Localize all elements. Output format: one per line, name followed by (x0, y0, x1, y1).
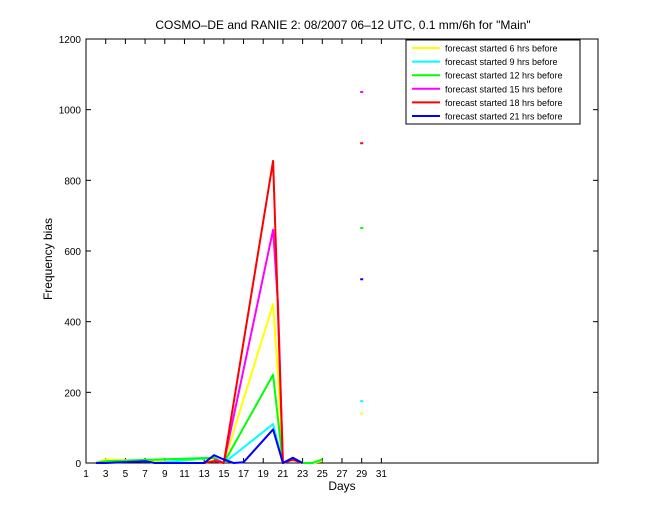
series-layer (95, 91, 364, 464)
x-tick-label: 15 (218, 469, 230, 480)
x-tick-label: 21 (277, 469, 289, 480)
x-axis-label: Days (328, 479, 355, 493)
axis-ticks: 1 3 5 7 9 11 13 15 17 19 21 23 25 27 29 310200400600800… (59, 35, 598, 480)
x-tick-label: 31 (376, 469, 388, 480)
y-tick-label: 400 (64, 318, 81, 329)
series-line (95, 373, 323, 464)
x-tick-label: 13 (199, 469, 211, 480)
x-tick-label: 29 (356, 469, 368, 480)
series-line (95, 428, 304, 464)
legend-label: forecast started 12 hrs before (445, 71, 563, 81)
legend-label: forecast started 15 hrs before (445, 84, 563, 94)
y-axis-label: Frequency bias (41, 218, 55, 300)
legend-label: forecast started 18 hrs before (445, 98, 563, 108)
y-tick-label: 1200 (59, 35, 82, 46)
series-line (204, 159, 303, 464)
y-tick-label: 0 (75, 459, 81, 470)
legend-label: forecast started 6 hrs before (445, 44, 558, 54)
x-tick-label: 25 (317, 469, 329, 480)
x-tick-label: 23 (297, 469, 309, 480)
y-tick-label: 200 (64, 388, 81, 399)
x-tick-label: 3 (103, 469, 109, 480)
legend-label: forecast started 21 hrs before (445, 112, 563, 122)
legend-box (405, 39, 581, 125)
legend-items: forecast started 6 hrs before forecast st… (412, 44, 563, 122)
x-tick-label: 7 (142, 469, 148, 480)
chart-title: COSMO–DE and RANIE 2: 08/2007 06–12 UTC,… (155, 18, 530, 32)
legend: forecast started 6 hrs before forecast st… (405, 39, 581, 125)
x-tick-label: 11 (179, 469, 190, 480)
legend-label: forecast started 9 hrs before (445, 57, 558, 67)
x-tick-label: 17 (238, 469, 250, 480)
y-tick-label: 800 (64, 176, 81, 187)
x-tick-label: 9 (162, 469, 168, 480)
y-tick-label: 1000 (59, 106, 82, 117)
x-tick-label: 19 (258, 469, 270, 480)
y-tick-label: 600 (64, 247, 81, 258)
x-tick-label: 1 (83, 469, 89, 480)
x-tick-label: 27 (336, 469, 348, 480)
x-tick-label: 5 (123, 469, 129, 480)
